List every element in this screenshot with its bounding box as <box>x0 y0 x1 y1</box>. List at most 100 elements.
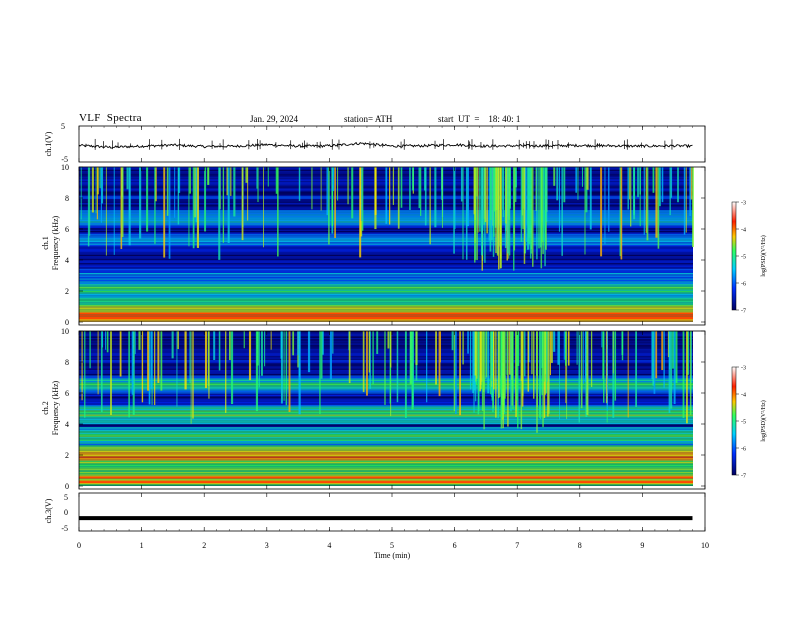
spectrogram-band <box>79 467 693 469</box>
frequency-tick-label: 0 <box>65 482 69 491</box>
spectrogram-sferic <box>655 331 658 379</box>
spectrogram-emission <box>530 167 533 254</box>
spectrogram-band <box>79 443 693 446</box>
ch2-channel-label: ch.2 <box>41 401 50 415</box>
spectrogram-band <box>79 434 693 436</box>
spectrogram-band <box>79 246 693 248</box>
spectrogram-emission <box>474 167 476 263</box>
time-tick-label: 3 <box>265 541 269 550</box>
spectrogram-band <box>79 449 693 451</box>
spectrogram-emission <box>473 167 475 215</box>
spectrogram-sferic <box>583 331 584 385</box>
spectrogram-sferic <box>95 167 97 214</box>
spectrogram-band <box>79 360 693 362</box>
spectrogram-emission <box>544 167 547 250</box>
ch1-channel-label: ch.1 <box>41 236 50 250</box>
spectrogram-band <box>79 376 693 379</box>
spectrogram-emission <box>489 331 492 395</box>
spectrogram-band <box>79 279 693 282</box>
spectrogram-sferic <box>590 331 593 388</box>
colorbar-tick-label: -6 <box>741 282 746 288</box>
spectrogram-band <box>79 347 693 349</box>
spectrogram-band <box>79 350 693 352</box>
spectrogram-emission <box>479 331 481 392</box>
spectrogram-sferic <box>102 331 104 348</box>
spectrogram-sferic <box>682 331 685 418</box>
spectrogram-band <box>79 261 693 264</box>
spectrogram-sferic <box>657 167 660 249</box>
spectrogram-sferic <box>581 167 584 187</box>
spectrogram-band <box>79 453 693 455</box>
spectrogram-sferic <box>283 331 285 401</box>
spectrogram-band <box>79 226 693 229</box>
ch1-tick-label: -5 <box>61 155 68 164</box>
spectrogram-sferic <box>227 167 230 243</box>
spectrogram-sferic <box>126 167 129 190</box>
spectrogram-band <box>79 397 693 400</box>
spectrogram-emission <box>545 167 548 222</box>
spectrogram-band <box>79 335 693 337</box>
spectrogram-sferic <box>204 331 208 389</box>
spectrogram-band <box>79 484 693 486</box>
ch1-frequency-ticks: 0 2 4 6 8 10 <box>61 163 705 327</box>
spectrogram-sferic <box>87 167 90 247</box>
spectrogram-emission <box>512 167 515 271</box>
spectrogram-band <box>79 353 693 355</box>
spectrogram-sferic <box>361 167 363 222</box>
spectrogram-sferic <box>376 331 379 355</box>
spectrogram-band <box>79 478 693 481</box>
colorbar-tick-label: -4 <box>741 393 746 399</box>
spectrogram-emission <box>500 331 503 395</box>
spectrogram-sferic <box>174 167 176 218</box>
spectrogram-sferic <box>121 167 124 238</box>
time-tick-label: 4 <box>327 541 331 550</box>
spectrogram-band <box>79 271 693 273</box>
spectrogram-sferic <box>97 331 99 395</box>
spectrogram-sferic <box>230 167 232 196</box>
spectrogram-sferic <box>105 331 107 350</box>
spectrogram-sferic <box>685 167 687 233</box>
spectrogram-emission <box>485 331 488 378</box>
spectrogram-band <box>79 307 693 310</box>
spectrogram-band <box>79 400 693 402</box>
spectrogram-emission <box>480 331 483 382</box>
spectrogram-band <box>79 238 693 240</box>
spectrogram-emission <box>479 167 481 232</box>
spectrogram-emission <box>539 331 542 420</box>
frequency-tick-label: 0 <box>65 318 69 327</box>
spectrogram-band <box>79 304 693 307</box>
spectrogram-sferic <box>670 167 673 198</box>
spectrogram-band <box>79 351 693 354</box>
spectrogram-band <box>79 365 693 368</box>
spectrogram-sferic <box>195 167 198 223</box>
spectrogram-band <box>79 306 693 308</box>
spectrogram-sferic <box>154 167 156 244</box>
spectrogram-sferic <box>629 167 630 200</box>
spectrogram-sferic <box>404 331 407 419</box>
spectrogram-sferic <box>553 167 556 186</box>
spectrogram-sferic <box>288 331 291 413</box>
frequency-tick-label: 10 <box>61 327 69 336</box>
spectrogram-emission <box>510 331 512 412</box>
spectrogram-band <box>79 286 693 289</box>
spectrogram-sferic <box>462 167 464 260</box>
spectrogram-emission <box>542 331 544 427</box>
spectrogram-band <box>79 293 693 296</box>
spectrogram-emission <box>493 331 495 390</box>
time-tick-label: 5 <box>390 541 394 550</box>
spectrogram-line <box>79 317 693 320</box>
spectrogram-sferic <box>264 331 266 367</box>
colorbar-tick-label: -3 <box>741 201 746 207</box>
spectrogram-sferic <box>576 331 578 365</box>
spectrogram-band <box>79 378 693 380</box>
spectrogram-emission <box>478 331 480 412</box>
spectrogram-emission <box>542 167 545 241</box>
spectrogram-band <box>79 330 693 333</box>
spectrogram-band <box>79 250 693 252</box>
spectrogram-sferic <box>81 331 83 401</box>
time-tick-label: 0 <box>77 541 81 550</box>
spectrogram-sferic <box>192 331 194 419</box>
spectrogram-sferic <box>459 331 461 416</box>
spectrogram-sferic <box>366 331 368 396</box>
spectrogram-band <box>79 263 693 265</box>
